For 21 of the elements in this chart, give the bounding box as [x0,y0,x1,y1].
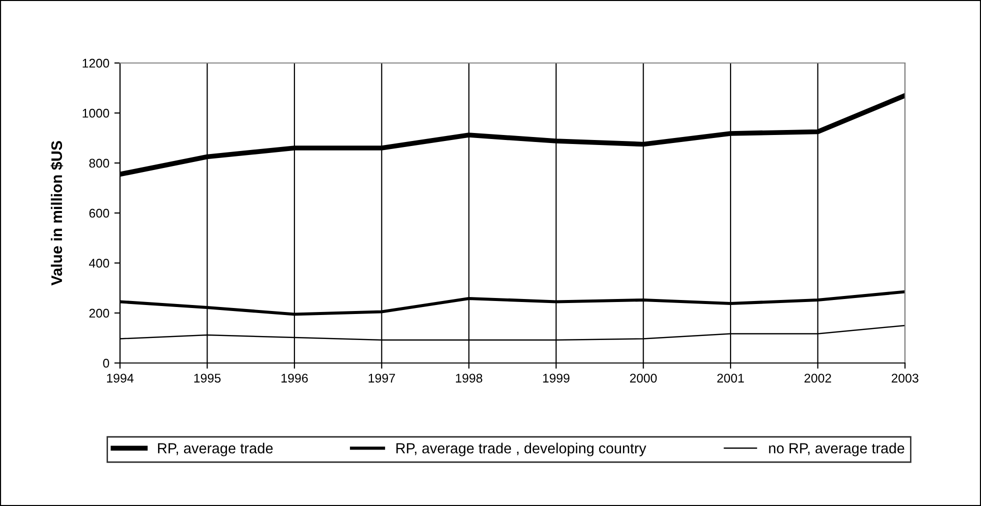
x-tick-label: 1994 [107,374,134,383]
x-tick-label: 1997 [368,374,395,383]
y-tick-label: 1000 [82,108,110,118]
legend-label: RP, average trade , developing country [396,442,646,456]
legend-label: RP, average trade [158,442,273,456]
y-tick-label: 0 [103,358,110,368]
y-tick-label: 1200 [82,58,110,68]
x-tick-label: 1998 [456,374,482,383]
x-tick-label: 2002 [804,374,832,383]
x-tick-label: 2003 [892,374,918,383]
x-tick-label: 1999 [543,374,570,383]
y-tick-label: 200 [89,308,110,318]
x-tick-label: 2001 [717,374,744,383]
y-axis-title: Value in million $US [50,141,64,286]
y-tick-label: 600 [89,208,110,218]
x-tick-label: 1996 [281,374,308,383]
y-tick-label: 400 [89,258,110,268]
y-tick-label: 800 [89,158,110,168]
legend-label: no RP, average trade [769,442,904,456]
x-tick-label: 2000 [630,374,657,383]
x-tick-label: 1995 [194,374,221,383]
